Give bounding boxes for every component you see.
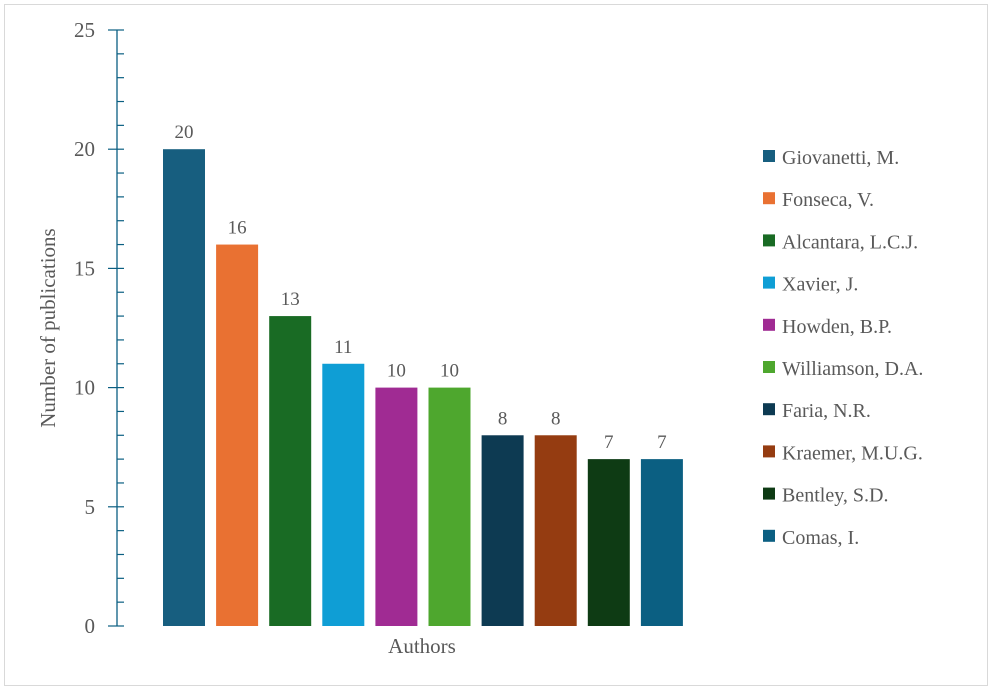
- bar-5: [375, 387, 418, 626]
- legend-entry: Williamson, D.A.: [782, 358, 923, 380]
- legend-swatch: [763, 276, 775, 289]
- bar-3: [269, 316, 312, 626]
- data-label: 7: [657, 432, 667, 453]
- data-label: 7: [604, 432, 614, 453]
- y-tick-label: 10: [74, 376, 95, 400]
- y-tick-label: 20: [74, 137, 95, 161]
- legend-entry: Faria, N.R.: [782, 400, 871, 422]
- data-label: 10: [440, 361, 459, 382]
- legend-swatch: [763, 445, 775, 458]
- chart-frame: [4, 4, 988, 686]
- data-label: 20: [175, 122, 194, 143]
- legend-swatch: [763, 487, 775, 500]
- y-tick-label: 0: [85, 614, 96, 638]
- y-tick-label: 5: [85, 495, 96, 519]
- y-axis: 0 5 10 15 20 25: [74, 18, 124, 638]
- legend-entry: Comas, I.: [782, 527, 859, 549]
- legend-swatch: [763, 150, 775, 162]
- legend-swatch: [763, 192, 775, 205]
- data-label: 13: [281, 289, 300, 310]
- legend-entry: Alcantara, L.C.J.: [782, 231, 918, 253]
- legend: Giovanetti, M. Fonseca, V. Alcantara, L.C.…: [763, 147, 923, 549]
- legend-entry: Giovanetti, M.: [782, 147, 899, 169]
- bar-9: [587, 459, 630, 626]
- bar-10: [640, 459, 683, 626]
- data-label: 16: [228, 218, 247, 239]
- data-label: 10: [387, 361, 406, 382]
- legend-swatch: [763, 529, 775, 542]
- legend-entry: Howden, B.P.: [782, 316, 892, 338]
- bar-8: [534, 435, 577, 626]
- bar-2: [216, 244, 259, 626]
- y-axis-label: Number of publications: [36, 228, 60, 427]
- bar-7: [481, 435, 524, 626]
- y-tick-label: 15: [74, 256, 95, 280]
- bar-4: [322, 363, 365, 626]
- legend-entry: Kraemer, M.U.G.: [782, 442, 923, 464]
- bar-1: [163, 149, 205, 626]
- y-tick-label: 25: [74, 18, 95, 42]
- legend-swatch: [763, 403, 775, 416]
- data-label: 8: [498, 408, 508, 429]
- legend-swatch: [763, 318, 775, 331]
- x-axis-label: Authors: [388, 634, 456, 658]
- legend-entry: Xavier, J.: [782, 274, 858, 296]
- legend-entry: Fonseca, V.: [782, 189, 874, 211]
- data-label: 8: [551, 408, 561, 429]
- legend-swatch: [763, 361, 775, 373]
- bars: 20 16 13 11 10 10 8 8 7 7: [163, 122, 683, 626]
- legend-swatch: [763, 234, 775, 247]
- data-label: 11: [334, 337, 352, 358]
- bar-6: [428, 387, 471, 626]
- legend-entry: Bentley, S.D.: [782, 485, 888, 507]
